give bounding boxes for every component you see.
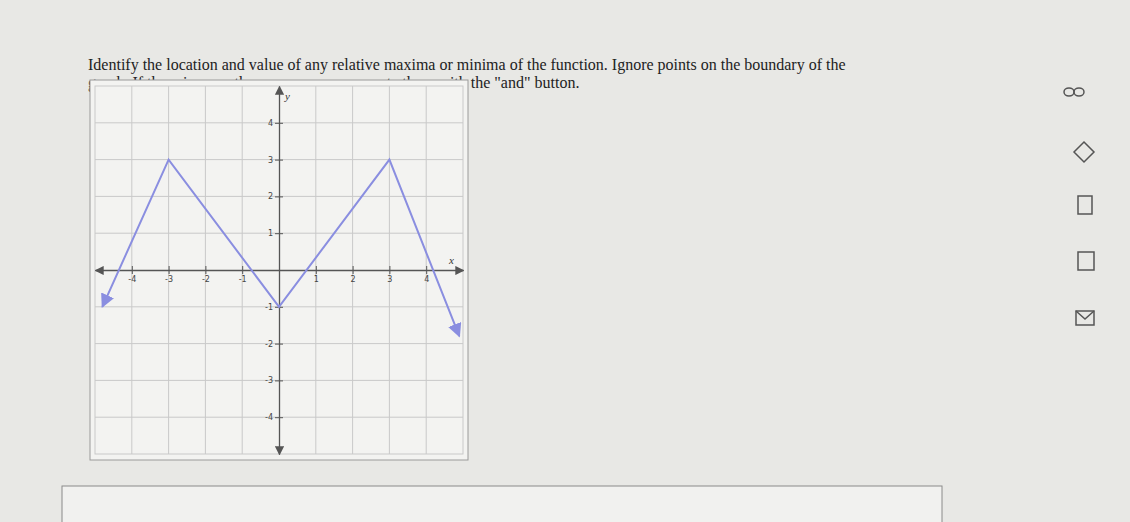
page: Identify the location and value of any r…: [0, 0, 1130, 522]
tick-label: 3: [268, 156, 273, 165]
tick-label: -1: [265, 303, 273, 312]
icon[interactable]: [1076, 311, 1094, 325]
tick-label: -2: [265, 340, 273, 349]
icon: [1076, 311, 1094, 319]
axis-line: [279, 87, 280, 455]
tick: 2: [351, 266, 356, 284]
tick-label: -4: [265, 413, 273, 422]
grid: [95, 86, 463, 454]
tick: 4: [424, 266, 429, 284]
tick: -2: [265, 340, 283, 349]
tick-label: 2: [268, 192, 273, 201]
tick: -3: [265, 376, 283, 385]
tick-mark: [242, 266, 243, 274]
tick: -3: [165, 266, 173, 284]
tick: -1: [239, 266, 247, 284]
tick-mark: [275, 196, 283, 197]
plot-area: [102, 160, 459, 337]
tick-mark: [205, 266, 206, 274]
tick: 1: [268, 229, 283, 238]
tick-mark: [316, 266, 317, 274]
tick-mark: [169, 266, 170, 274]
answer-box[interactable]: [62, 486, 942, 522]
tick-label: 1: [314, 275, 319, 284]
tick-mark: [275, 233, 283, 234]
y-axis: -4 -3 -2 -1 1 2 3 4: [265, 87, 283, 455]
tick-label: 4: [424, 275, 429, 284]
function-line: [102, 160, 459, 337]
tick-label: -3: [265, 376, 273, 385]
icon[interactable]: [1078, 252, 1094, 270]
tick: -4: [265, 413, 283, 422]
tick-mark: [426, 266, 427, 274]
tick-mark: [275, 160, 283, 161]
tick-mark: [389, 266, 390, 274]
x-axis-label: x: [448, 254, 454, 266]
graph-panel: [90, 80, 468, 460]
tick: -4: [128, 266, 136, 284]
tick-label: -1: [239, 275, 247, 284]
tick: 3: [268, 156, 283, 165]
tick: 1: [314, 266, 319, 284]
tick-mark: [275, 380, 283, 381]
toolbar: [1064, 88, 1094, 325]
tick-label: 3: [387, 275, 392, 284]
tick-label: 4: [268, 119, 273, 128]
tick-mark: [275, 123, 283, 124]
icon[interactable]: [1064, 88, 1074, 96]
tick: 2: [268, 192, 283, 201]
tick-label: -3: [165, 275, 173, 284]
tick-mark: [275, 344, 283, 345]
tick-mark: [353, 266, 354, 274]
tick-mark: [132, 266, 133, 274]
tick-label: -4: [128, 275, 136, 284]
icon[interactable]: [1074, 88, 1084, 96]
tick-label: -2: [202, 275, 210, 284]
background: [0, 0, 1130, 522]
tick: -2: [202, 266, 210, 284]
tick-label: 1: [268, 229, 273, 238]
tick: 3: [387, 266, 392, 284]
tick: 4: [268, 119, 283, 128]
question-text: Identify the location and value of any r…: [88, 56, 846, 74]
tick-label: 2: [351, 275, 356, 284]
tick-mark: [275, 417, 283, 418]
plot-frame: [95, 86, 463, 454]
icon[interactable]: [1074, 142, 1094, 162]
icon[interactable]: [1078, 196, 1092, 214]
y-axis-label: y: [284, 90, 290, 102]
